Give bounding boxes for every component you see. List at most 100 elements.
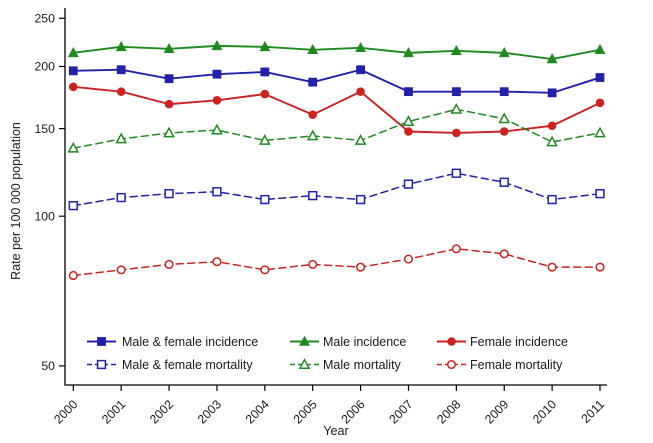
triangle-marker — [115, 132, 128, 144]
circle-marker — [308, 110, 318, 119]
square-marker — [68, 66, 78, 76]
circle-marker — [499, 249, 509, 259]
legend-label: Male incidence — [323, 335, 406, 349]
square-marker — [595, 189, 605, 199]
triangle-marker — [594, 43, 606, 55]
square-marker — [404, 87, 413, 97]
triangle-marker — [546, 135, 558, 147]
circle-marker — [404, 127, 413, 136]
triangle-marker — [211, 40, 223, 51]
circle-marker — [403, 254, 414, 264]
series-line — [72, 44, 601, 60]
triangle-marker — [546, 53, 558, 64]
triangle-marker — [258, 134, 271, 145]
triangle-marker — [259, 41, 271, 52]
series-line — [72, 85, 601, 134]
y-tick-label: 150 — [34, 122, 55, 136]
triangle-marker — [306, 129, 319, 141]
legend-label: Female incidence — [470, 335, 568, 349]
series-male-female-incidence — [68, 65, 605, 98]
circle-marker — [69, 82, 78, 92]
triangle-marker — [298, 358, 311, 369]
triangle-marker — [115, 41, 127, 52]
triangle-marker — [355, 42, 367, 53]
square-marker — [116, 65, 126, 75]
square-marker — [356, 65, 365, 75]
x-tick-label: 2004 — [243, 397, 272, 426]
series-male-incidence — [67, 40, 606, 64]
circle-marker — [116, 265, 126, 275]
circle-marker — [446, 359, 457, 370]
legend: Male & female incidence Male incidence Fem… — [87, 335, 568, 372]
x-tick-label: 2003 — [195, 397, 224, 426]
x-tick-label: 2000 — [51, 397, 80, 426]
triangle-marker — [403, 47, 414, 58]
legend-item-male-incidence: Male incidence — [290, 335, 406, 349]
triangle-marker — [163, 42, 175, 54]
circle-marker — [452, 128, 461, 138]
square-marker — [96, 359, 107, 370]
square-marker — [260, 67, 270, 77]
x-tick-label: 2005 — [291, 397, 320, 426]
circle-marker — [547, 262, 557, 272]
circle-marker — [447, 337, 456, 346]
square-marker — [116, 192, 126, 203]
triangle-marker — [402, 115, 415, 126]
square-marker — [260, 194, 270, 205]
series-line — [72, 68, 601, 94]
square-marker — [595, 73, 605, 82]
y-axis-title: Rate per 100 000 population — [9, 122, 23, 280]
square-marker — [547, 194, 557, 205]
x-tick-label: 2010 — [530, 397, 559, 426]
series-line — [72, 108, 601, 149]
circle-marker — [260, 89, 270, 99]
circle-marker — [547, 121, 557, 131]
series-female-incidence — [69, 82, 605, 138]
square-marker — [308, 77, 318, 87]
square-marker — [308, 190, 318, 201]
triangle-marker — [67, 141, 80, 153]
square-marker — [499, 177, 509, 187]
y-tick-label: 50 — [41, 359, 55, 373]
legend-label: Male mortality — [323, 358, 402, 372]
triangle-marker — [307, 43, 319, 55]
circle-marker — [356, 87, 365, 96]
square-marker — [403, 179, 414, 189]
triangle-marker — [450, 44, 462, 56]
x-tick-label: 2011 — [579, 397, 608, 426]
triangle-marker — [67, 47, 79, 58]
triangle-marker — [450, 102, 463, 114]
x-axis-ticks: 2000 2001 2002 2003 2004 2005 2006 2007 2008 2009… — [51, 385, 607, 426]
triangle-marker — [163, 126, 175, 138]
y-tick-label: 250 — [34, 11, 55, 25]
circle-marker — [116, 87, 126, 96]
series-line — [72, 248, 601, 277]
square-marker — [212, 69, 222, 79]
square-marker — [355, 194, 366, 205]
square-marker — [164, 74, 174, 84]
square-marker — [97, 337, 106, 346]
circle-marker — [164, 259, 174, 269]
circle-marker — [68, 270, 78, 281]
triangle-marker — [498, 112, 511, 124]
y-axis-ticks: 50 100 150 200 250 — [34, 11, 65, 373]
series-male-female-mortality — [68, 168, 605, 211]
square-marker — [451, 87, 461, 97]
legend-item-female-mortality: Female mortality — [437, 358, 563, 372]
x-tick-label: 2001 — [99, 397, 128, 426]
circle-marker — [499, 127, 509, 136]
legend-item-female-incidence: Female incidence — [437, 335, 568, 349]
circle-marker — [595, 98, 605, 108]
triangle-marker — [498, 47, 510, 58]
circle-marker — [308, 259, 318, 269]
square-marker — [164, 189, 174, 199]
square-marker — [451, 168, 462, 178]
triangle-marker — [211, 123, 223, 135]
series-male-mortality — [67, 102, 606, 153]
x-tick-label: 2007 — [386, 397, 415, 426]
circle-marker — [212, 96, 222, 105]
square-marker — [547, 88, 557, 98]
legend-label: Male & female mortality — [122, 358, 253, 372]
square-marker — [212, 187, 222, 197]
